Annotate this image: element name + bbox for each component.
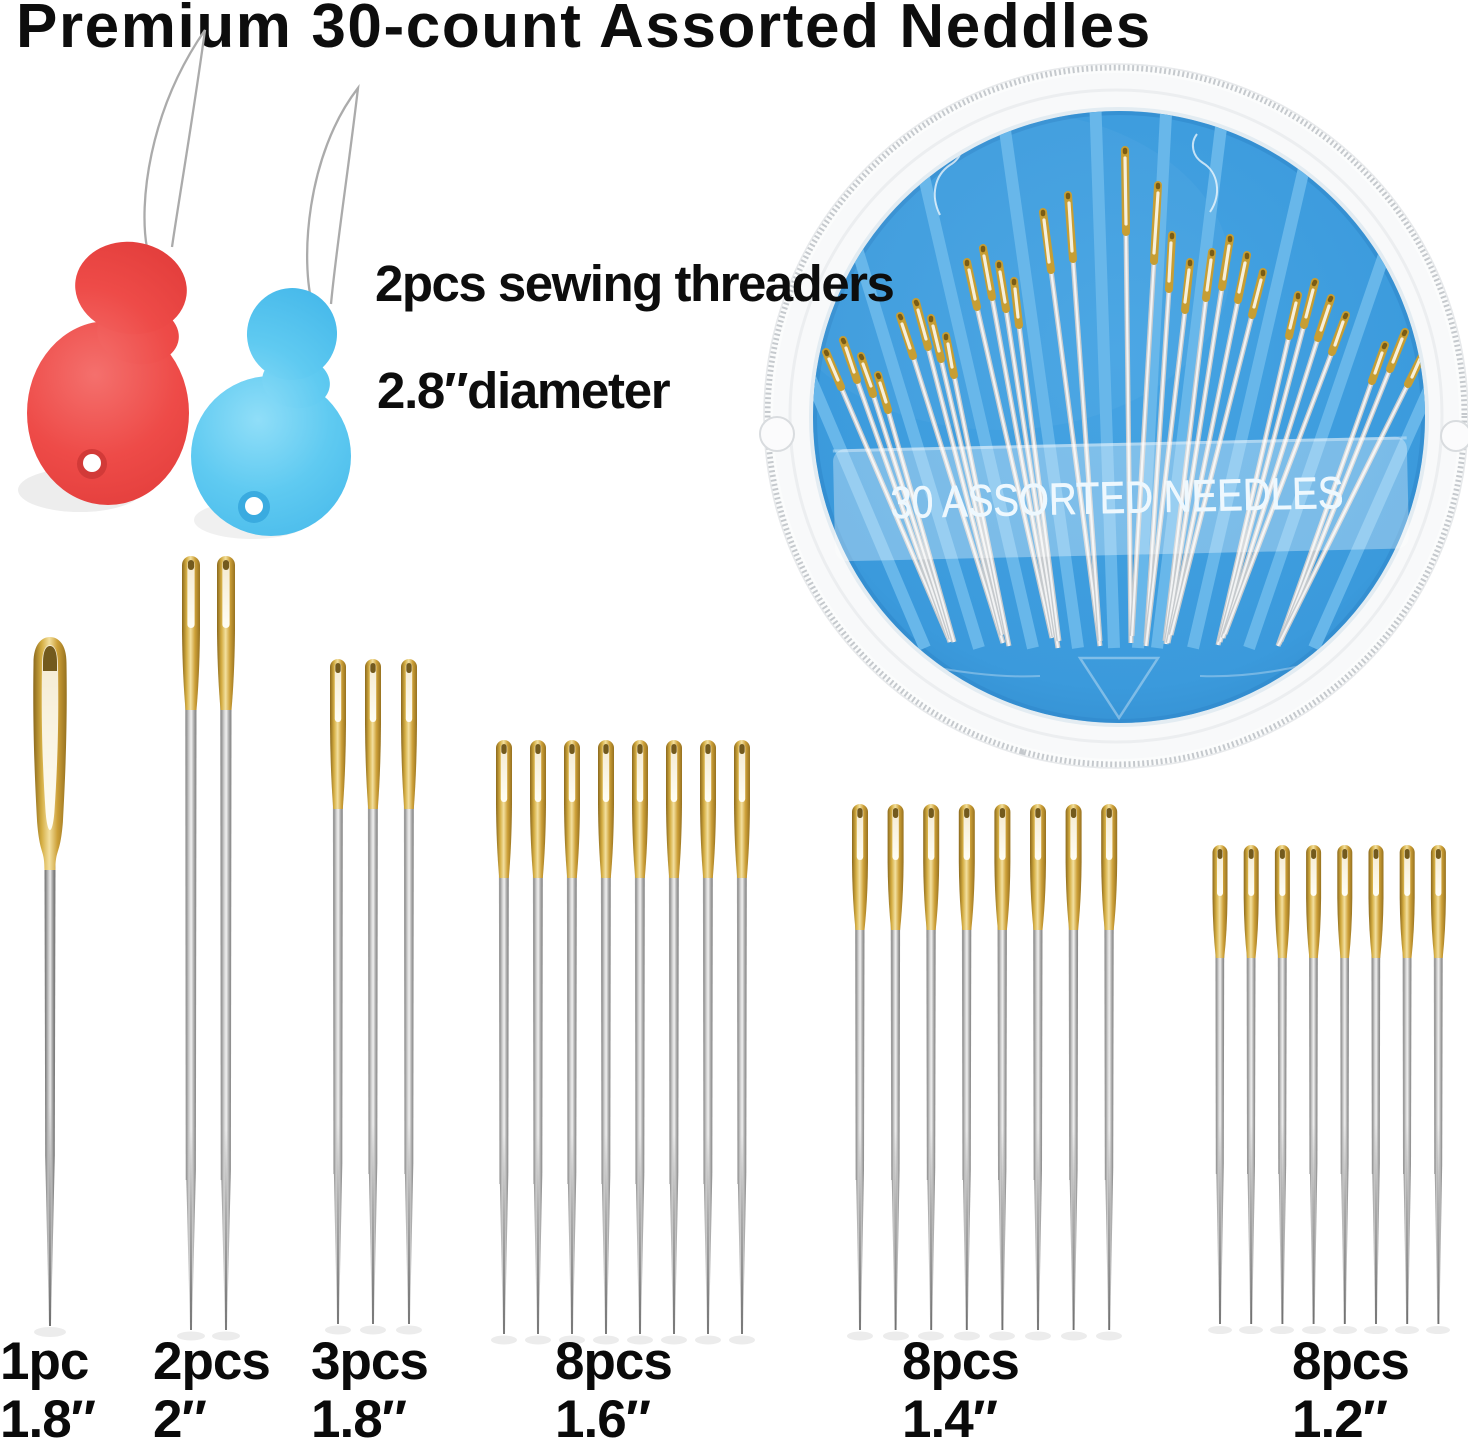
svg-text:2″: 2″ xyxy=(153,1390,206,1441)
svg-text:Premium 30-count Assorted Nedd: Premium 30-count Assorted Neddles xyxy=(16,0,1152,61)
svg-text:3pcs: 3pcs xyxy=(311,1332,428,1391)
svg-text:1.4″: 1.4″ xyxy=(902,1390,998,1441)
svg-text:2.8″diameter: 2.8″diameter xyxy=(377,362,671,419)
svg-text:1.8″: 1.8″ xyxy=(311,1390,407,1441)
svg-text:8pcs: 8pcs xyxy=(902,1332,1019,1391)
svg-text:8pcs: 8pcs xyxy=(555,1332,672,1391)
svg-text:8pcs: 8pcs xyxy=(1292,1332,1409,1391)
svg-text:1.2″: 1.2″ xyxy=(1292,1390,1388,1441)
svg-text:2pcs sewing threaders: 2pcs sewing threaders xyxy=(375,255,894,312)
svg-text:1.8″: 1.8″ xyxy=(0,1390,96,1441)
svg-text:2pcs: 2pcs xyxy=(153,1332,270,1391)
svg-text:1.6″: 1.6″ xyxy=(555,1390,651,1441)
svg-text:1pc: 1pc xyxy=(0,1332,88,1391)
svg-text:30 ASSORTED NEEDLES: 30 ASSORTED NEEDLES xyxy=(890,467,1344,528)
